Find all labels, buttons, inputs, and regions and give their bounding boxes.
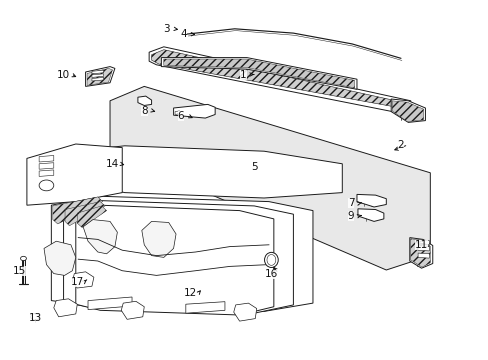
Polygon shape bbox=[410, 239, 429, 267]
Polygon shape bbox=[39, 170, 54, 176]
Ellipse shape bbox=[264, 252, 278, 267]
Polygon shape bbox=[356, 194, 386, 207]
Text: 13: 13 bbox=[28, 312, 42, 323]
Polygon shape bbox=[110, 86, 429, 270]
Polygon shape bbox=[76, 205, 273, 315]
Text: 17: 17 bbox=[70, 276, 84, 287]
Polygon shape bbox=[76, 146, 342, 198]
Circle shape bbox=[20, 256, 26, 261]
Text: 14: 14 bbox=[105, 159, 119, 169]
Text: 6: 6 bbox=[177, 111, 184, 121]
Polygon shape bbox=[233, 303, 256, 321]
Polygon shape bbox=[92, 70, 103, 74]
Text: 2: 2 bbox=[397, 140, 404, 150]
Polygon shape bbox=[88, 297, 132, 310]
Polygon shape bbox=[173, 104, 215, 118]
Polygon shape bbox=[39, 156, 54, 162]
Polygon shape bbox=[163, 59, 354, 88]
Polygon shape bbox=[87, 68, 112, 85]
Polygon shape bbox=[77, 206, 106, 228]
Polygon shape bbox=[151, 50, 405, 108]
Text: 7: 7 bbox=[347, 198, 354, 208]
Polygon shape bbox=[63, 201, 293, 313]
Polygon shape bbox=[51, 196, 312, 311]
Polygon shape bbox=[83, 220, 117, 254]
Polygon shape bbox=[417, 240, 428, 245]
Polygon shape bbox=[175, 111, 179, 114]
Polygon shape bbox=[390, 99, 425, 122]
Polygon shape bbox=[417, 246, 428, 251]
Polygon shape bbox=[138, 96, 151, 105]
Polygon shape bbox=[54, 299, 77, 317]
Text: 11: 11 bbox=[414, 240, 427, 250]
Polygon shape bbox=[149, 47, 410, 112]
Text: 1: 1 bbox=[240, 69, 246, 80]
Polygon shape bbox=[142, 221, 176, 257]
Text: 5: 5 bbox=[250, 162, 257, 172]
Text: 8: 8 bbox=[141, 105, 147, 116]
Text: 4: 4 bbox=[180, 29, 186, 39]
Polygon shape bbox=[185, 302, 224, 313]
Circle shape bbox=[39, 180, 54, 191]
Polygon shape bbox=[44, 241, 76, 275]
Polygon shape bbox=[161, 58, 356, 89]
Polygon shape bbox=[391, 101, 423, 122]
Polygon shape bbox=[417, 253, 428, 258]
Polygon shape bbox=[357, 209, 383, 221]
Ellipse shape bbox=[266, 255, 275, 265]
Circle shape bbox=[31, 314, 40, 320]
Polygon shape bbox=[27, 144, 122, 205]
Polygon shape bbox=[409, 238, 432, 268]
Polygon shape bbox=[92, 77, 103, 81]
Text: 9: 9 bbox=[347, 211, 354, 221]
Polygon shape bbox=[121, 301, 144, 319]
Text: 3: 3 bbox=[163, 24, 169, 34]
Polygon shape bbox=[85, 67, 115, 86]
Text: 16: 16 bbox=[264, 269, 278, 279]
Polygon shape bbox=[92, 74, 103, 77]
Text: 10: 10 bbox=[57, 69, 70, 80]
Text: 12: 12 bbox=[183, 288, 197, 298]
Polygon shape bbox=[65, 202, 105, 226]
Polygon shape bbox=[72, 272, 94, 288]
Text: 15: 15 bbox=[13, 266, 26, 276]
Polygon shape bbox=[53, 197, 102, 224]
Polygon shape bbox=[39, 163, 54, 169]
